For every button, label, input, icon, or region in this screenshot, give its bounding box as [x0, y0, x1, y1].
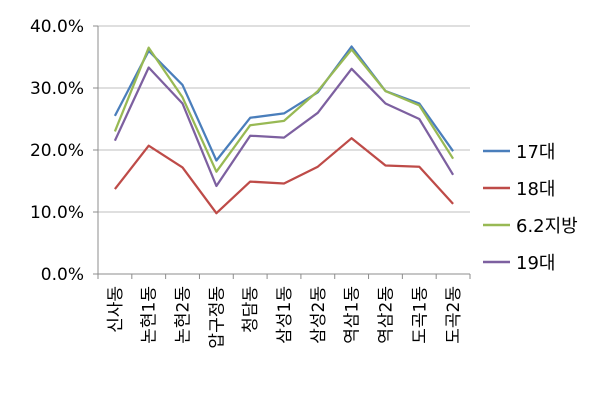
gridlines: [98, 25, 470, 213]
x-tick-label: 삼성2동: [309, 286, 329, 344]
series-line-2: [114, 137, 454, 215]
series-line-4: [113, 66, 455, 188]
x-tick-label: 청담동: [241, 286, 261, 333]
legend-label: 19대: [516, 253, 555, 274]
y-tick-label: 0.0%: [41, 265, 84, 285]
axes: [93, 25, 471, 279]
y-axis-tick-labels: 0.0% 10.0% 20.0% 30.0% 40.0%: [30, 17, 84, 285]
legend-label: 17대: [516, 142, 555, 163]
series-line-1: [113, 45, 455, 162]
x-tick-label: 역삼2동: [376, 286, 396, 344]
x-tick-label: 논현1동: [140, 286, 160, 344]
x-tick-label: 신사동: [106, 286, 126, 333]
x-tick-label: 역삼1동: [343, 286, 363, 344]
x-tick-label: 도곡2동: [444, 286, 464, 344]
series-lines: [113, 45, 455, 215]
x-tick-label: 논현2동: [174, 286, 194, 344]
series-line-3: [113, 46, 455, 173]
x-tick-label: 압구정동: [207, 286, 227, 349]
y-tick-label: 40.0%: [30, 17, 84, 37]
legend-label: 6.2지방: [516, 216, 578, 237]
y-tick-label: 10.0%: [30, 203, 84, 223]
legend: 17대 18대 6.2지방 19대: [483, 142, 578, 274]
y-tick-label: 30.0%: [30, 79, 84, 99]
x-tick-label: 삼성1동: [275, 286, 295, 344]
y-tick-label: 20.0%: [30, 141, 84, 161]
x-axis-tick-labels: 신사동 논현1동 논현2동 압구정동 청담동 삼성1동 삼성2동 역삼1동 역삼2동 도곡1동 도곡…: [106, 286, 464, 349]
legend-label: 18대: [516, 179, 555, 200]
x-tick-label: 도곡1동: [410, 286, 430, 344]
